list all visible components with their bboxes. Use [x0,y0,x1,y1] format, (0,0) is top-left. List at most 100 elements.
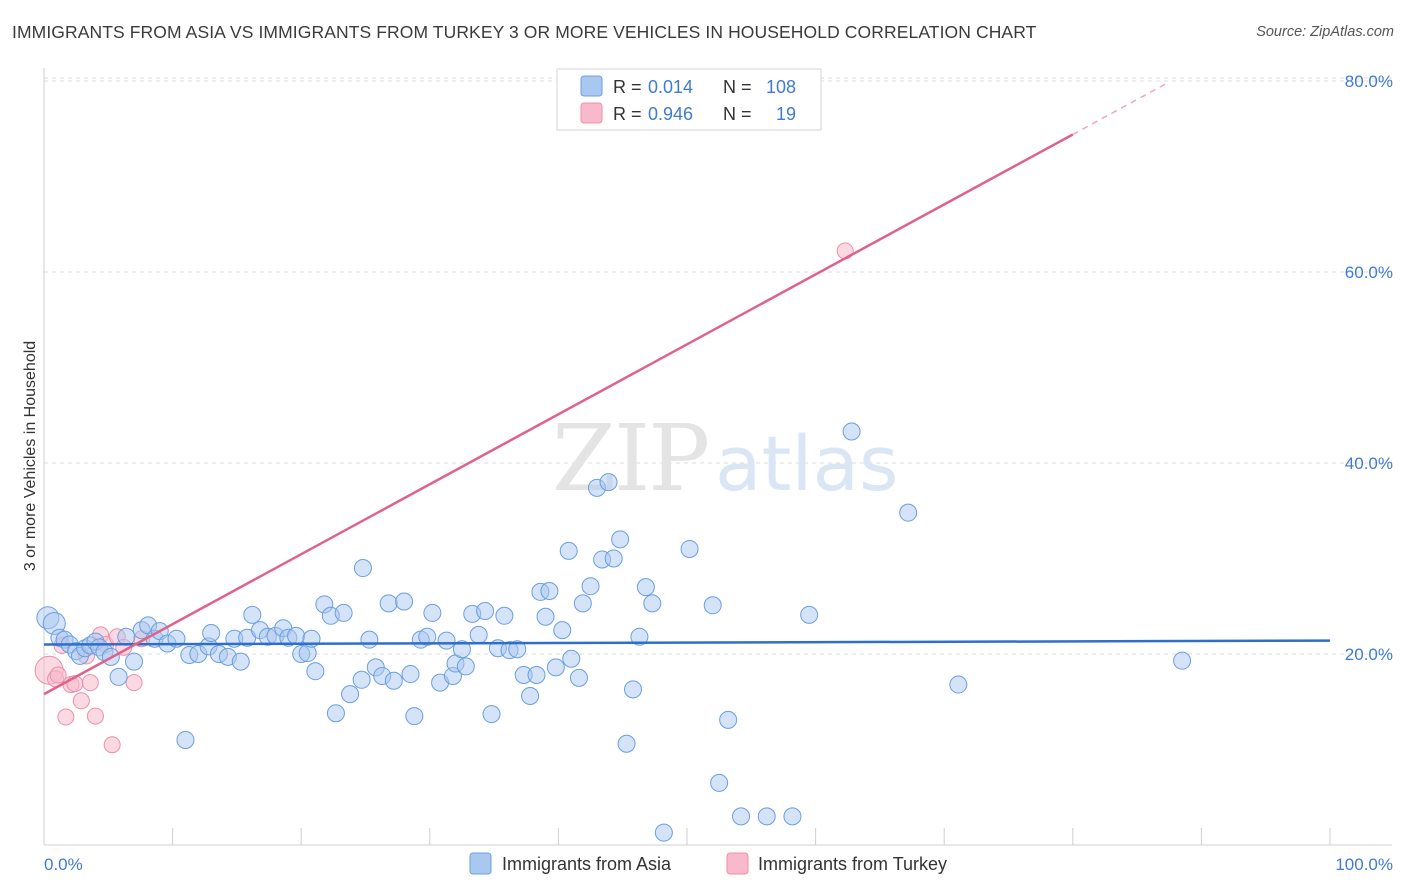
turkey-point [49,666,67,684]
asia-point [476,602,495,621]
asia-point [643,594,662,613]
asia-point [360,630,379,649]
asia-point [452,640,471,659]
tick-labels: 20.0% 40.0% 60.0% 80.0% 0.0% 100.0% [44,72,1393,874]
asia-point [456,657,475,676]
legend-asia-swatch [580,75,603,97]
legend-turkey-n-label: N = [723,104,752,124]
series-legend: Immigrants from Asia Immigrants from Tur… [469,852,947,875]
asia-point [540,581,559,600]
asia-point [636,578,655,597]
asia-point [553,621,572,640]
asia-point [710,773,729,792]
source-label: Source: ZipAtlas.com [1256,24,1394,40]
asia-point [536,607,555,626]
asia-point [379,594,398,613]
y-tick-label-20: 20.0% [1345,645,1393,664]
bottom-legend-turkey-swatch [726,852,749,875]
watermark-zip: ZIP [552,405,708,512]
watermark-atlas: atlas [715,419,899,508]
axes [43,68,1392,846]
asia-point [482,705,501,724]
x-tick-label-max: 100.0% [1335,855,1393,874]
legend-turkey-swatch [580,102,603,124]
y-tick-label-80: 80.0% [1345,72,1393,91]
asia-point [437,631,456,650]
asia-point [306,662,325,681]
asia-point [732,807,751,826]
bottom-legend-asia-swatch [469,852,492,875]
asia-point [599,473,618,492]
asia-point [405,707,424,726]
asia-point [800,605,819,624]
asia-point [842,422,861,441]
y-tick-label-60: 60.0% [1345,263,1393,282]
asia-point [757,807,776,826]
chart-title: IMMIGRANTS FROM ASIA VS IMMIGRANTS FROM … [12,22,1037,42]
asia-point [581,577,600,596]
turkey-point [125,674,143,692]
asia-point [630,627,649,646]
asia-point [287,626,306,645]
asia-point [617,734,636,753]
asia-point [495,606,514,625]
turkey-trend-extension [1072,81,1170,136]
asia-point [611,530,630,549]
legend-asia-n-value: 108 [766,77,796,97]
asia-point [546,658,565,677]
legend-turkey-r-value: 0.946 [648,104,693,124]
asia-point [680,539,699,558]
turkey-point [86,707,104,725]
legend-asia-n-label: N = [723,77,752,97]
asia-trend-line [43,639,1331,646]
asia-point [117,627,136,646]
legend-asia-r-label: R = [613,77,642,97]
asia-point [783,807,802,826]
asia-point [231,652,250,671]
turkey-point [57,708,75,726]
asia-point [719,710,738,729]
asia-point [569,668,588,687]
turkey-point [81,674,99,692]
asia-point [243,605,262,624]
y-axis-label: 3 or more Vehicles in Household [22,341,39,571]
asia-point [527,666,546,685]
watermark: ZIP atlas [552,405,899,512]
legend-turkey-n-value: 19 [776,104,796,124]
asia-point [573,594,592,613]
asia-point [604,549,623,568]
turkey-point [72,692,90,710]
asia-point [334,603,353,622]
legend-turkey-r-label: R = [613,104,642,124]
grid-lines [43,77,1392,845]
asia-point [423,603,442,622]
asia-points [36,422,1192,842]
asia-point [418,627,437,646]
asia-point [352,670,371,689]
asia-point [469,625,488,644]
turkey-trend-line [43,133,1074,696]
asia-point [508,640,527,659]
legend-asia-r-value: 0.014 [648,77,693,97]
asia-point [109,667,128,686]
asia-point [562,649,581,668]
asia-point [703,596,722,615]
asia-point [353,559,372,578]
asia-point [521,687,540,706]
turkey-point [103,736,121,754]
asia-point [623,680,642,699]
correlation-legend: R = 0.014 N = 108 R = 0.946 N = 19 [556,68,822,131]
bottom-legend-asia-label: Immigrants from Asia [502,854,672,874]
asia-point [326,704,345,723]
asia-point [654,823,673,842]
x-tick-label-min: 0.0% [44,855,83,874]
asia-point [949,675,968,694]
trend-lines [43,81,1331,696]
y-tick-label-40: 40.0% [1345,454,1393,473]
asia-point [202,623,221,642]
asia-point [384,671,403,690]
asia-point [559,541,578,560]
asia-point [899,503,918,522]
asia-point [176,730,195,749]
